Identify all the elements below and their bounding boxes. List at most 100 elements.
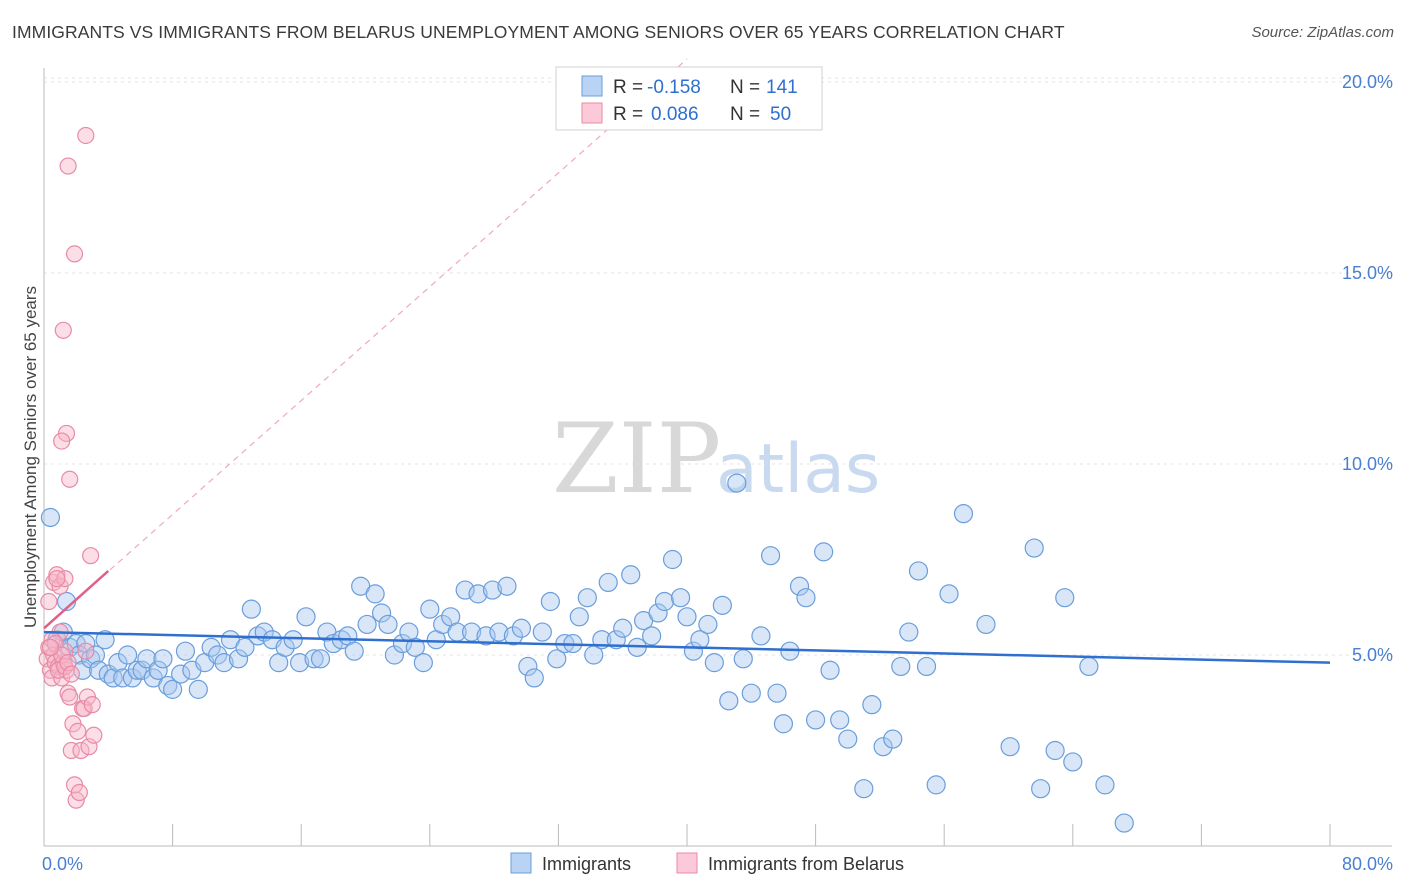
y-tick-label: 15.0% xyxy=(1342,263,1393,283)
immigrants-point xyxy=(976,614,996,635)
belarus-point xyxy=(62,665,80,683)
immigrants-point xyxy=(289,653,310,673)
legend-n-label-1: N = xyxy=(730,77,760,98)
immigrants-point xyxy=(378,614,398,635)
immigrants-point xyxy=(648,603,668,623)
immigrants-point xyxy=(468,584,488,604)
immigrants-point xyxy=(727,473,747,493)
trend-lines xyxy=(43,58,1331,664)
source-label: Source: ZipAtlas.com xyxy=(1251,24,1394,41)
immigrants-point xyxy=(1000,737,1020,757)
immigrants-point xyxy=(511,618,532,638)
immigrants-point xyxy=(814,542,834,562)
immigrants-point xyxy=(789,576,810,596)
immigrants-point xyxy=(1063,752,1083,772)
belarus-point xyxy=(40,592,58,611)
watermark-zip: ZIP xyxy=(552,403,721,515)
immigrants-point xyxy=(85,645,106,665)
immigrants-point xyxy=(283,630,303,650)
immigrants-point xyxy=(175,641,196,661)
immigrants-point xyxy=(235,637,255,657)
bottom-legend-swatch-immigrants xyxy=(510,852,532,874)
immigrants-point xyxy=(830,710,850,730)
x-tick-max: 80.0% xyxy=(1342,854,1393,874)
bottom-legend-swatch-belarus xyxy=(676,852,698,874)
immigrants-point xyxy=(137,649,157,669)
legend-r-label-1: R = xyxy=(613,77,643,98)
immigrants-point xyxy=(455,580,475,600)
y-tick-label: 20.0% xyxy=(1342,72,1393,92)
series-legend: Immigrants Immigrants from Belarus xyxy=(510,852,904,874)
immigrants-point xyxy=(569,607,589,627)
immigrants-point xyxy=(677,607,697,627)
immigrants-point xyxy=(201,637,221,657)
belarus-point xyxy=(53,432,71,450)
immigrants-point xyxy=(916,656,937,677)
immigrants-point xyxy=(208,645,228,665)
correlation-legend: R = -0.158 N = 141 R = 0.086 N = 50 xyxy=(555,66,823,131)
belarus-point xyxy=(82,547,100,565)
belarus-trend-extension xyxy=(43,58,688,629)
immigrants-point xyxy=(532,622,552,642)
immigrants-point xyxy=(838,729,858,749)
immigrants-point xyxy=(796,588,816,608)
immigrants-point xyxy=(899,622,919,642)
immigrants-point xyxy=(310,649,331,669)
immigrants-point xyxy=(188,679,208,699)
immigrants-point xyxy=(524,668,544,688)
belarus-point xyxy=(77,642,95,660)
immigrants-point xyxy=(392,633,413,654)
belarus-point xyxy=(69,722,87,741)
immigrants-point xyxy=(108,653,128,673)
bottom-legend-belarus: Immigrants from Belarus xyxy=(708,854,904,874)
immigrants-point xyxy=(751,626,771,646)
belarus-point xyxy=(83,696,101,714)
immigrants-point xyxy=(606,630,626,650)
immigrants-point xyxy=(621,565,641,585)
immigrants-point xyxy=(773,714,794,734)
immigrants-point xyxy=(503,626,523,646)
belarus-point xyxy=(41,638,60,656)
immigrants-point xyxy=(228,649,249,669)
immigrants-point xyxy=(103,668,123,688)
immigrants-point xyxy=(1024,538,1044,558)
belarus-point xyxy=(65,245,84,263)
legend-r-label-2: R = xyxy=(613,104,643,125)
axes xyxy=(43,68,1392,847)
immigrants-point xyxy=(497,576,517,596)
immigrants-point xyxy=(577,588,597,608)
belarus-points xyxy=(38,126,103,809)
belarus-point xyxy=(77,126,95,145)
immigrants-point xyxy=(908,561,929,581)
y-tick-label: 5.0% xyxy=(1352,645,1393,665)
immigrants-point xyxy=(1114,813,1134,833)
legend-swatch-immigrants xyxy=(581,75,603,97)
immigrants-point xyxy=(296,607,316,627)
immigrants-point xyxy=(1055,588,1075,608)
immigrants-point xyxy=(883,729,903,749)
immigrants-point xyxy=(482,580,503,600)
immigrants-point xyxy=(405,637,425,657)
immigrants-point xyxy=(540,591,560,612)
immigrants-point xyxy=(719,691,739,711)
immigrants-point xyxy=(344,641,364,661)
immigrants-point xyxy=(741,683,761,703)
belarus-point xyxy=(72,741,90,760)
immigrants-point xyxy=(698,614,718,635)
legend-r-value-2: 0.086 xyxy=(651,104,699,125)
immigrants-point xyxy=(371,603,392,623)
belarus-point xyxy=(70,783,88,802)
immigrants-point xyxy=(704,653,724,673)
immigrants-point xyxy=(547,649,567,669)
belarus-point xyxy=(61,470,79,488)
legend-n-value-2: 50 xyxy=(770,104,791,125)
immigrants-point xyxy=(241,599,261,619)
immigrants-point xyxy=(489,622,509,642)
immigrants-point xyxy=(384,645,405,665)
immigrants-point xyxy=(1095,775,1115,795)
immigrants-point xyxy=(862,695,882,715)
immigrants-point xyxy=(805,710,826,730)
immigrants-point xyxy=(304,649,324,669)
immigrants-trend-line xyxy=(43,630,1331,664)
immigrants-point xyxy=(662,549,683,570)
